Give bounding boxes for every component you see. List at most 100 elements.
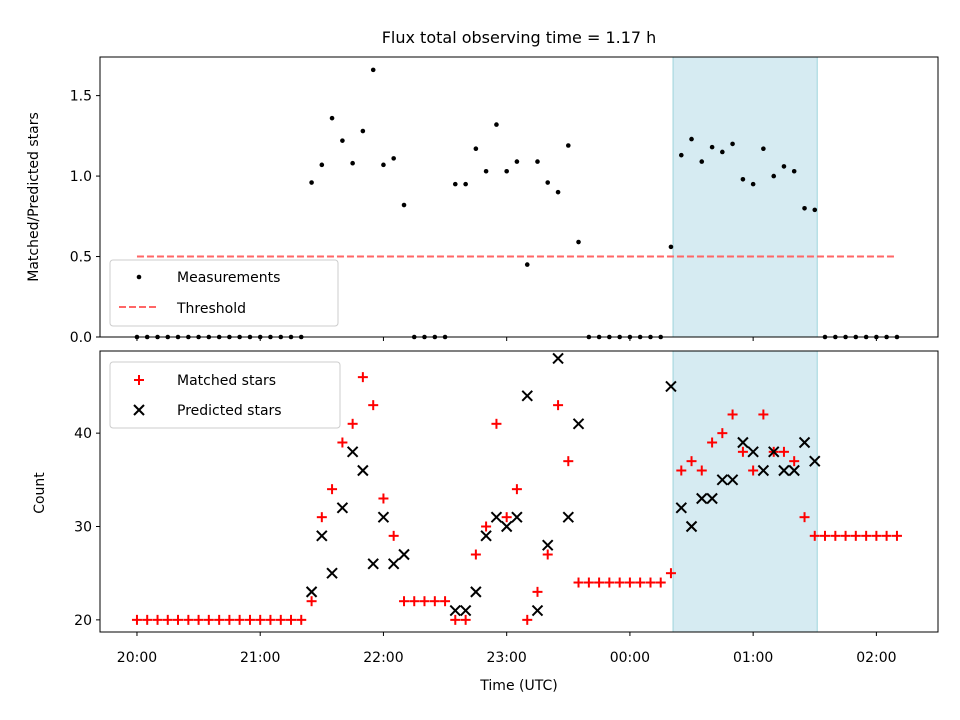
x-tick-label: 00:00 [610,650,650,666]
measurement-point [781,164,787,169]
matched-point [296,614,307,625]
x-tick-label: 02:00 [856,650,896,666]
predicted-point [316,530,328,542]
matched-point [203,614,214,625]
matched-point [840,530,851,541]
matched-point [861,530,872,541]
measurement-point [545,180,551,185]
ratio-panel-frame [99,56,939,338]
measurement-point [340,138,345,143]
x-tick-label: 22:00 [363,650,403,666]
matched-point [214,614,225,625]
predicted-point [346,446,359,458]
matched-point [696,465,707,476]
y-tick-label: 0.5 [70,250,92,266]
x-tick-label: 21:00 [240,650,280,666]
matched-point [347,418,358,429]
measurement-point [576,239,581,245]
measurement-point [319,162,325,168]
matched-point [337,437,348,448]
legend-measurement-marker [136,274,142,280]
matched-point [799,512,810,523]
measurement-point [668,244,674,250]
measurement-point [483,168,489,174]
matched-point [142,614,153,625]
measurement-point [514,159,520,164]
legend-matched-label: Matched stars [177,373,276,389]
matched-point [193,614,204,625]
matched-point [614,577,625,588]
predicted-point [500,520,513,533]
matched-point [850,530,861,541]
predicted-point [336,502,349,514]
matched-point [789,456,800,467]
highlight-span [672,56,818,338]
matched-point [830,530,841,541]
matched-point [162,614,173,625]
predicted-point [696,492,708,505]
matched-point [368,400,379,411]
measurement-point [473,146,479,152]
measurement-point [463,181,468,187]
matched-point [778,446,789,457]
predicted-point [788,464,800,477]
matched-point [604,577,615,588]
ratio-legend: Measurements Threshold [109,259,339,327]
matched-point [429,596,440,607]
matched-point [399,596,410,607]
predicted-point [459,604,472,617]
count-panel: 20:00 21:00 22:00 23:00 00:00 01:00 02:00 20 30 4… [32,350,939,694]
matched-point [553,400,564,411]
matched-point [645,577,656,588]
y-tick-label: 1.5 [70,89,92,105]
predicted-point [305,586,318,598]
matched-point [737,446,748,457]
predicted-point [531,604,544,617]
measurement-point [360,128,366,134]
matched-point [183,614,194,625]
predicted-point [726,474,739,486]
matched-point [522,614,533,625]
chart-title: Flux total observing time = 1.17 h [382,28,657,47]
matched-point [891,530,902,541]
legend-predicted-marker [133,404,145,416]
count-y-axis-label: Count [32,472,48,514]
predicted-point [449,604,461,617]
ratio-panel: 0.0 0.5 1.0 1.5 Matched/Predicted stars Mea… [26,56,939,346]
y-tick-label: 20 [74,613,92,629]
matched-point [173,614,184,625]
matched-point [357,372,368,383]
measurement-point [535,159,540,164]
matched-point [748,465,759,476]
matched-point [419,596,430,607]
count-legend-box [109,361,341,429]
measurement-point [350,160,355,166]
predicted-point [685,520,698,533]
measurement-point [812,207,818,213]
measurement-point [329,115,335,121]
legend-predicted-label: Predicted stars [177,403,282,419]
matched-point [409,596,420,607]
measurement-point [381,162,386,168]
matched-point [676,465,687,476]
measurement-point [679,152,684,158]
measurement-point [555,189,561,195]
measurement-point [391,156,396,161]
matched-point [511,484,522,495]
matched-point [819,530,830,541]
count-panel-frame [99,350,939,633]
matched-point [665,568,676,579]
matched-point [316,512,327,523]
x-tick-label: 20:00 [117,650,157,666]
predicted-point [809,455,821,467]
ratio-y-axis-label: Matched/Predicted stars [26,112,42,282]
matched-point [594,577,605,588]
predicted-point [757,464,770,477]
matched-point [624,577,635,588]
measurement-point [401,202,407,208]
predicted-point [398,548,410,561]
matched-point [152,614,163,625]
predicted-point [675,502,688,514]
predicted-point [511,511,523,523]
predicted-point [562,511,575,523]
